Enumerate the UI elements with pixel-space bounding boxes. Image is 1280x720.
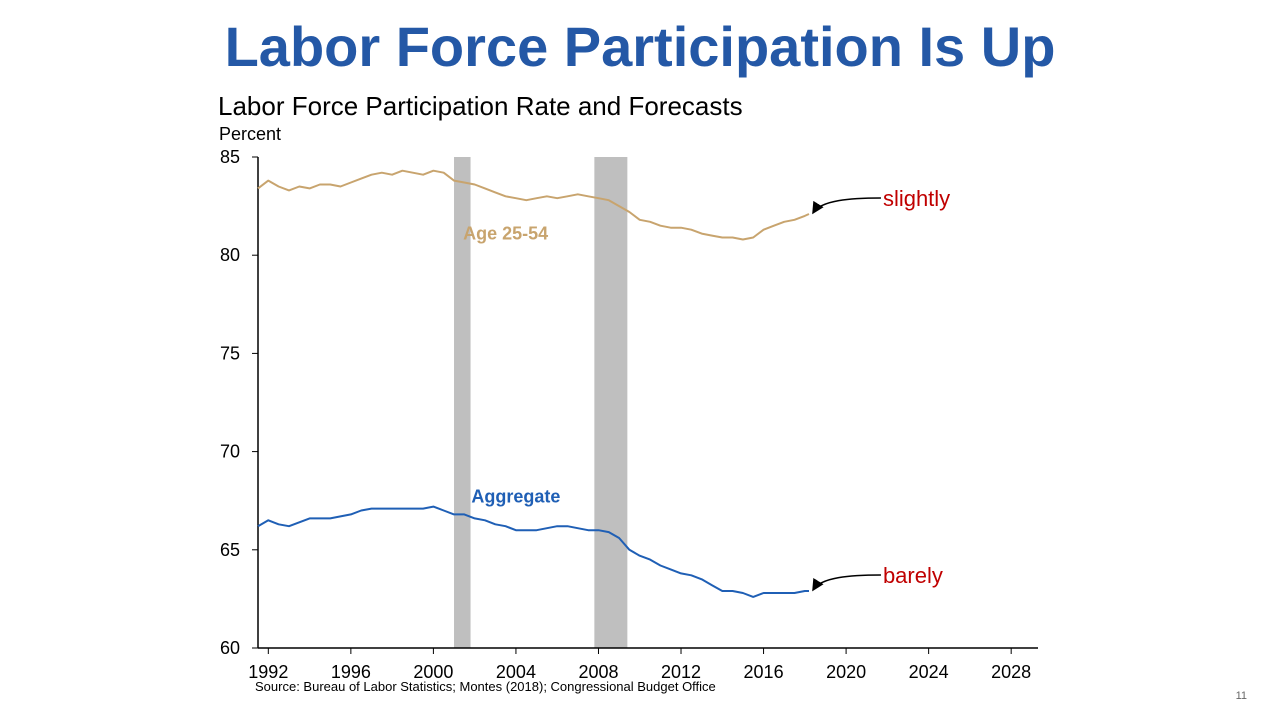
x-tick-label-1992: 1992 — [248, 662, 288, 682]
x-tick-label-2012: 2012 — [661, 662, 701, 682]
annotations: slightly barely — [812, 186, 950, 592]
slide-title: Labor Force Participation Is Up — [224, 15, 1056, 78]
recession-band-1 — [454, 157, 471, 648]
y-tick-label-80: 80 — [220, 245, 240, 265]
x-tick-label-2024: 2024 — [909, 662, 949, 682]
x-tick-label-2008: 2008 — [578, 662, 618, 682]
y-tick-label-85: 85 — [220, 147, 240, 167]
x-tick-label-2016: 2016 — [744, 662, 784, 682]
page-number: 11 — [1235, 690, 1247, 702]
x-tick-label-2020: 2020 — [826, 662, 866, 682]
series-line-aggregate — [257, 505, 809, 598]
x-tick-label-2004: 2004 — [496, 662, 536, 682]
annotation-arrow-2 — [812, 574, 881, 592]
series-label-age-25-54: Age 25-54 — [463, 223, 548, 243]
recession-shading — [454, 157, 628, 648]
y-tick-label-65: 65 — [220, 540, 240, 560]
series-line-age-25-54 — [257, 169, 810, 241]
y-tick-label-60: 60 — [220, 638, 240, 658]
annotation-barely: barely — [883, 563, 943, 588]
x-tick-label-2028: 2028 — [991, 662, 1031, 682]
x-tick-label-2000: 2000 — [413, 662, 453, 682]
chart-title: Labor Force Participation Rate and Forec… — [218, 91, 743, 121]
annotation-slightly: slightly — [883, 186, 950, 211]
x-tick-label-1996: 1996 — [331, 662, 371, 682]
recession-band-2 — [594, 157, 628, 648]
y-tick-label-75: 75 — [220, 343, 240, 363]
series — [257, 169, 810, 598]
axes: 60 65 70 75 80 85 1992 1996 2000 2004 2008 2012 2016… — [220, 147, 1038, 682]
y-unit-label: Percent — [219, 124, 281, 144]
source-note: Source: Bureau of Labor Statistics; Mont… — [255, 679, 716, 694]
series-label-aggregate: Aggregate — [471, 487, 560, 507]
annotation-arrow-1 — [812, 197, 881, 215]
y-tick-label-70: 70 — [220, 442, 240, 462]
